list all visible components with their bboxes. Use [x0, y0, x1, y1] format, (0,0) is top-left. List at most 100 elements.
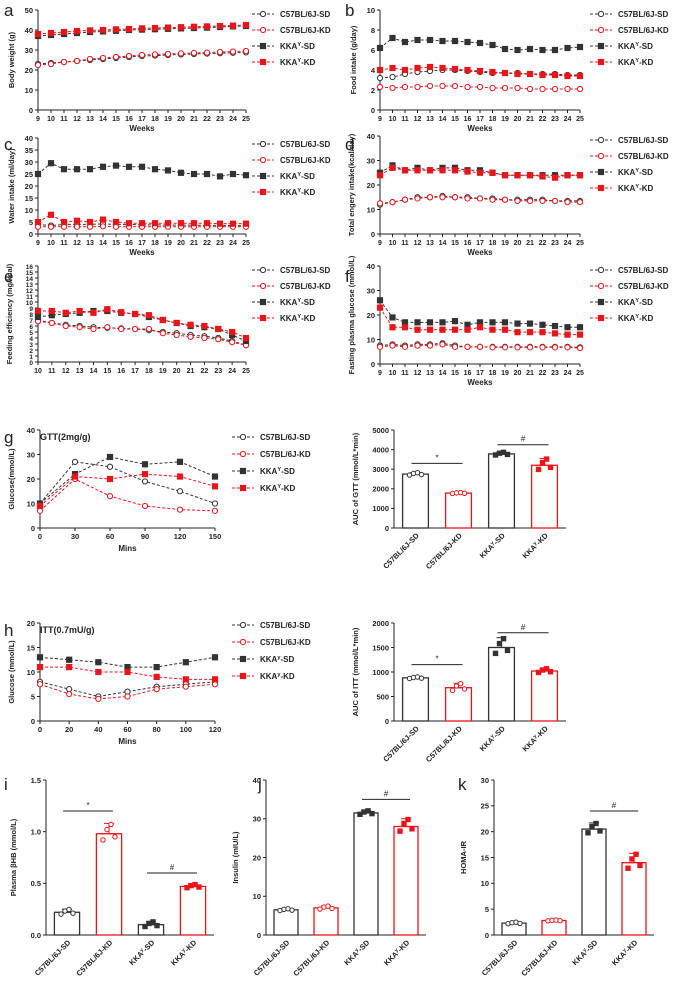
- data-point: [165, 51, 170, 56]
- data-point: [107, 454, 112, 459]
- panel-letter: k: [458, 775, 467, 794]
- x-tick-label: 10: [389, 240, 397, 247]
- x-tick-label: 25: [242, 116, 250, 123]
- data-point: [415, 196, 420, 201]
- x-tick-label: 13: [426, 370, 434, 377]
- data-point: [440, 168, 445, 173]
- y-tick-label: 16: [26, 264, 34, 271]
- data-point: [125, 669, 130, 674]
- data-point: [515, 71, 520, 76]
- data-point: [427, 320, 432, 325]
- x-tick-label: 11: [401, 370, 409, 377]
- data-point: [165, 25, 170, 30]
- data-point: [390, 325, 395, 330]
- x-tick-label: 19: [164, 240, 172, 247]
- data-point: [402, 197, 407, 202]
- y-tick-label: 10: [253, 892, 261, 901]
- x-tick-label: 25: [242, 368, 250, 375]
- y-tick-label: 10: [367, 335, 375, 344]
- x-tick-label: 10: [389, 116, 397, 123]
- data-point: [540, 330, 545, 335]
- bar: [354, 813, 378, 935]
- bar: [446, 688, 472, 721]
- data-point: [212, 677, 217, 682]
- panel-letter: g: [4, 428, 13, 447]
- data-point: [502, 197, 507, 202]
- data-point: [48, 61, 53, 66]
- x-tick-label: 17: [138, 116, 146, 123]
- x-tick-label: 20: [514, 370, 522, 377]
- data-point: [188, 334, 193, 339]
- data-point: [465, 39, 470, 44]
- data-point: [390, 65, 395, 70]
- x-tick-label: 25: [242, 240, 250, 247]
- y-tick-label: 40: [367, 132, 375, 141]
- y-tick-label: 30: [481, 776, 489, 785]
- bar: [489, 454, 515, 528]
- data-point: [139, 52, 144, 57]
- legend-marker: [260, 43, 265, 48]
- data-dot: [594, 821, 598, 825]
- panel-letter: d: [345, 135, 354, 154]
- data-point: [390, 315, 395, 320]
- data-point: [204, 171, 209, 176]
- data-point: [72, 459, 77, 464]
- y-tick-label: 5: [485, 905, 489, 914]
- data-point: [577, 332, 582, 337]
- data-point: [440, 327, 445, 332]
- legend-label: C57BL/6J-KD: [618, 282, 669, 291]
- data-point: [515, 198, 520, 203]
- x-tick-label: 10: [47, 116, 55, 123]
- category-label: KKAy-KD: [521, 531, 551, 561]
- data-point: [191, 50, 196, 55]
- data-point: [142, 479, 147, 484]
- y-axis-label: AUC of GTT (mmol/L*min): [351, 432, 360, 525]
- data-point: [230, 340, 235, 345]
- data-point: [377, 173, 382, 178]
- data-point: [37, 682, 42, 687]
- x-tick-label: 24: [228, 368, 236, 375]
- category-label: C57BL/6J-KD: [424, 724, 464, 764]
- data-point: [96, 660, 101, 665]
- series-line: [38, 320, 246, 345]
- legend-marker: [260, 315, 265, 320]
- data-point: [204, 221, 209, 226]
- y-tick-label: 2: [371, 86, 375, 95]
- data-point: [87, 56, 92, 61]
- y-tick-label: 5: [29, 218, 33, 227]
- y-axis-label: Glucose(mmol/L): [7, 448, 16, 510]
- x-tick-label: 20: [177, 116, 185, 123]
- category-label: C57BL/6J-KD: [291, 938, 331, 978]
- data-point: [377, 75, 382, 80]
- data-point: [377, 298, 382, 303]
- x-tick-label: 14: [439, 370, 447, 377]
- x-tick-label: 100: [180, 725, 193, 734]
- x-tick-label: 25: [576, 116, 584, 123]
- data-point: [527, 71, 532, 76]
- data-point: [527, 345, 532, 350]
- y-tick-label: 3: [29, 342, 33, 349]
- x-tick-label: 120: [209, 725, 222, 734]
- data-point: [48, 161, 53, 166]
- data-point: [540, 47, 545, 52]
- data-point: [565, 325, 570, 330]
- y-axis-label: Plasma βHB (mmol/L): [9, 818, 18, 896]
- data-point: [477, 40, 482, 45]
- x-tick-label: 24: [564, 240, 572, 247]
- legend-marker: [598, 137, 603, 142]
- legend-label: C57BL/6J-KD: [280, 26, 331, 35]
- legend-label: KKAY-SD: [618, 168, 653, 177]
- data-point: [160, 317, 165, 322]
- data-point: [96, 696, 101, 701]
- data-dot: [59, 912, 63, 916]
- data-point: [72, 474, 77, 479]
- data-point: [48, 212, 53, 217]
- x-tick-label: 23: [216, 240, 224, 247]
- data-point: [427, 83, 432, 88]
- data-point: [77, 325, 82, 330]
- legend-marker: [240, 468, 245, 473]
- data-point: [74, 224, 79, 229]
- data-point: [146, 326, 151, 331]
- x-tick-label: 40: [94, 725, 102, 734]
